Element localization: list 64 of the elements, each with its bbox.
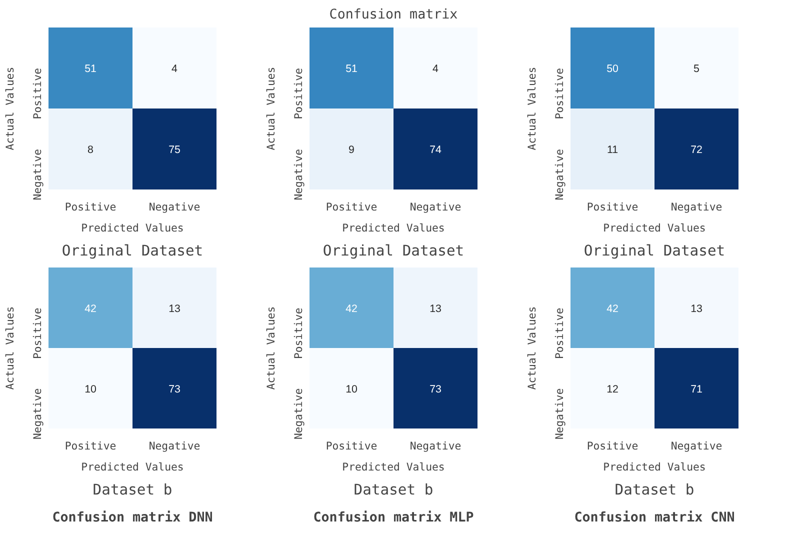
x-tick-label: Positive bbox=[326, 440, 378, 452]
x-tick-label: Negative bbox=[670, 200, 722, 214]
y-tick-label: Positive bbox=[292, 308, 305, 360]
text: Confusion matrix MLP bbox=[313, 510, 474, 526]
x-tick-label: Positive bbox=[64, 200, 116, 214]
y-axis-title: Actual Values bbox=[4, 306, 16, 390]
x-axis-title: Predicted Values bbox=[603, 222, 706, 234]
y-axis-title: Actual Values bbox=[264, 306, 278, 390]
data-label: 10 bbox=[84, 383, 96, 396]
text: Original Dataset bbox=[62, 242, 204, 260]
text: Dataset b bbox=[354, 482, 434, 498]
y-axis-title: Actual Values bbox=[264, 66, 278, 150]
data-label: 73 bbox=[430, 383, 442, 396]
data-label: 13 bbox=[430, 302, 442, 315]
data-label: 9 bbox=[348, 144, 355, 156]
y-axis-title: Actual Values bbox=[526, 306, 538, 390]
data-label: 72 bbox=[690, 144, 702, 156]
data-label: 8 bbox=[88, 144, 94, 156]
x-axis-title: Predicted Values bbox=[81, 460, 184, 474]
data-label: 42 bbox=[84, 302, 96, 315]
y-tick-label: Positive bbox=[292, 68, 305, 120]
text: Confusion matrix CNN bbox=[574, 510, 735, 526]
y-axis-title: Actual Values bbox=[4, 66, 16, 150]
x-axis-title: Predicted Values bbox=[603, 460, 706, 474]
data-label: 42 bbox=[346, 302, 358, 315]
data-label: 4 bbox=[432, 63, 439, 75]
chart-title: Confusion matrix bbox=[329, 8, 458, 22]
data-label: 5 bbox=[694, 63, 700, 75]
x-axis-title: Predicted Values bbox=[81, 222, 184, 234]
data-label: 42 bbox=[606, 302, 618, 315]
x-tick-label: Negative bbox=[670, 440, 722, 452]
x-axis-title: Predicted Values bbox=[342, 222, 445, 234]
data-label: 13 bbox=[168, 302, 180, 315]
data-label: 12 bbox=[606, 383, 618, 396]
text: Dataset b bbox=[614, 482, 694, 498]
data-label: 13 bbox=[690, 302, 702, 315]
text: Dataset b bbox=[92, 482, 172, 498]
x-tick-label: Negative bbox=[410, 200, 462, 214]
text: Confusion matrix DNN bbox=[52, 510, 213, 526]
y-tick-label: Positive bbox=[31, 68, 44, 120]
x-tick-label: Negative bbox=[148, 440, 200, 452]
x-tick-label: Positive bbox=[586, 440, 638, 452]
data-label: 75 bbox=[168, 144, 180, 156]
data-label: 10 bbox=[346, 383, 358, 396]
y-tick-label: Positive bbox=[553, 308, 566, 360]
data-label: 73 bbox=[168, 383, 180, 396]
y-tick-label: Positive bbox=[553, 68, 566, 120]
text: Original Dataset bbox=[322, 242, 464, 260]
data-label: 11 bbox=[606, 144, 618, 156]
data-label: 74 bbox=[430, 144, 442, 156]
x-axis-title: Predicted Values bbox=[342, 460, 445, 474]
data-label: 51 bbox=[346, 63, 358, 75]
x-tick-label: Positive bbox=[586, 200, 638, 214]
data-label: 4 bbox=[172, 63, 178, 75]
x-tick-label: Negative bbox=[410, 440, 462, 452]
data-label: 50 bbox=[606, 63, 618, 75]
data-label: 71 bbox=[690, 383, 702, 396]
data-label: 51 bbox=[84, 63, 96, 75]
x-tick-label: Positive bbox=[326, 200, 378, 214]
text: Original Dataset bbox=[584, 242, 726, 260]
y-tick-label: Positive bbox=[31, 308, 44, 360]
x-tick-label: Negative bbox=[148, 200, 200, 214]
y-axis-title: Actual Values bbox=[526, 66, 538, 150]
x-tick-label: Positive bbox=[64, 440, 116, 452]
